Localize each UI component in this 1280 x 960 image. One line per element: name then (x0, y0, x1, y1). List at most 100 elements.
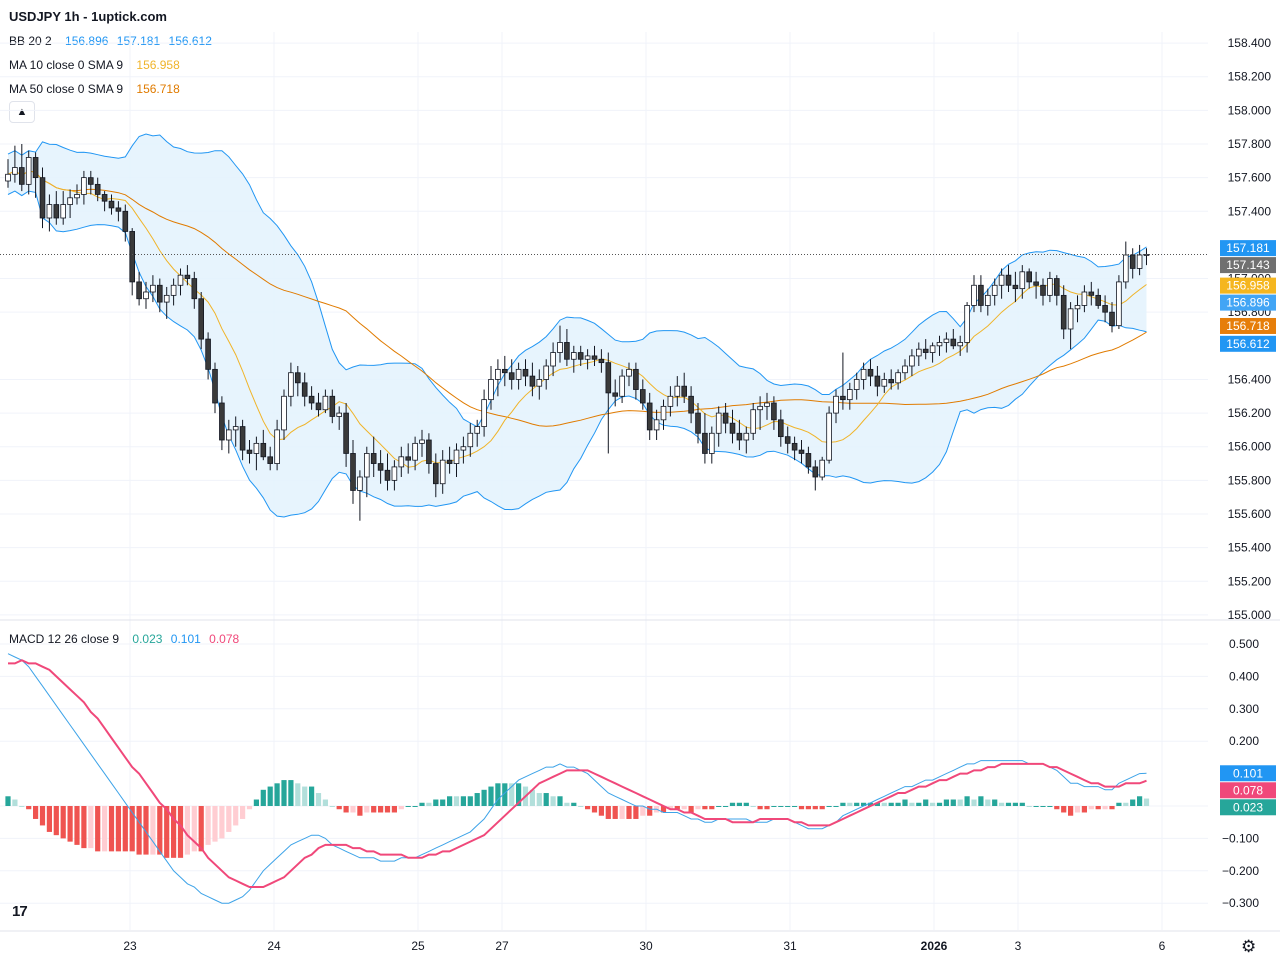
candle-body (964, 305, 970, 343)
macd-histogram-bar (564, 802, 570, 806)
candle-body (1088, 291, 1095, 296)
candle (543, 359, 549, 390)
candle (805, 446, 812, 474)
candle-body (508, 372, 515, 380)
candle-body (722, 412, 729, 424)
macd-histogram-bar (605, 806, 611, 819)
candle (219, 396, 225, 451)
macd-histogram-bar (543, 793, 549, 806)
candle-body (702, 432, 708, 454)
price-tag-label: 156.612 (1226, 337, 1270, 351)
candle-body (819, 459, 825, 478)
macd-histogram-bar (778, 806, 784, 807)
candle-body (674, 385, 681, 397)
macd-histogram-bar (771, 806, 777, 807)
candle-body (577, 352, 584, 360)
macd-legend[interactable]: MACD 12 26 close 9 0.023 0.101 0.078 (9, 632, 244, 646)
candle (1116, 275, 1122, 329)
candle-body (847, 389, 853, 401)
candle-body (736, 432, 743, 441)
macd-histogram-bar (26, 806, 32, 810)
candle-body (267, 456, 273, 464)
gear-icon[interactable]: ⚙ (1241, 937, 1257, 956)
candle (674, 376, 681, 407)
macd-histogram-bar (805, 806, 811, 810)
candle-body (1074, 305, 1081, 310)
macd-histogram-bar (364, 806, 370, 813)
candle-body (874, 375, 881, 387)
candle (1005, 265, 1012, 292)
candle (136, 271, 142, 306)
candle-body (191, 278, 198, 300)
candle (577, 345, 584, 366)
macd-tick-label: −0.300 (1222, 896, 1259, 910)
candle-body (357, 476, 363, 491)
ma50-legend[interactable]: MA 50 close 0 SMA 9 156.718 (9, 82, 185, 96)
price-tag-label: 157.143 (1226, 258, 1270, 272)
macd-histogram-bar (591, 806, 598, 813)
candle (336, 406, 342, 430)
price-tag: 156.718 (1220, 317, 1276, 334)
candle (867, 359, 874, 387)
macd-histogram-bar (509, 783, 515, 806)
candle (322, 389, 329, 414)
candle (163, 286, 170, 319)
macd-histogram-bar (992, 799, 998, 806)
candle (474, 419, 480, 447)
candle-body (329, 395, 336, 417)
candle (640, 379, 646, 410)
candle-body (501, 368, 508, 374)
price-tag-bg (1220, 277, 1276, 294)
price-tag-label: 156.958 (1226, 279, 1270, 293)
candle (481, 389, 487, 437)
candle-body (412, 442, 418, 461)
macd-histogram-bar (750, 806, 756, 807)
price-tick-label: 155.600 (1228, 507, 1272, 521)
macd-legend-name: MACD 12 26 close 9 (9, 632, 120, 646)
candle-body (881, 379, 888, 387)
candle (150, 275, 156, 303)
candle (108, 194, 115, 215)
candle (943, 332, 950, 353)
candle-body (156, 284, 163, 303)
candle-body (598, 358, 605, 364)
macd-histogram-bar (95, 806, 101, 852)
candle (177, 268, 184, 296)
candle-body (1019, 271, 1026, 290)
candle-body (67, 197, 73, 205)
candle-body (660, 405, 667, 421)
price-tag-bg (1220, 799, 1276, 816)
macd-histogram-bar (571, 802, 577, 806)
macd-histogram-bar (1061, 806, 1067, 813)
macd-histogram-bar (350, 806, 356, 813)
price-tag: 0.023 (1220, 799, 1276, 816)
candle-body (370, 453, 377, 464)
ma50-line (7, 170, 1147, 427)
candle (916, 342, 922, 366)
bb-legend[interactable]: BB 20 2 156.896 157.181 156.612 (9, 34, 217, 48)
candle-body (343, 412, 349, 454)
candle-body (584, 355, 591, 360)
collapse-legend-button[interactable]: ▲ (9, 101, 35, 123)
macd-histogram-bar (633, 806, 639, 819)
macd-histogram-bar (1074, 806, 1081, 813)
macd-histogram-bar (840, 802, 846, 806)
macd-histogram-bar (978, 796, 984, 806)
candle (308, 386, 315, 410)
macd-histogram-bar (757, 806, 763, 810)
candle (964, 302, 970, 353)
macd-histogram-bar (302, 786, 308, 806)
candle (363, 446, 370, 498)
macd-histogram-bar (246, 806, 253, 810)
candle (74, 184, 80, 205)
tradingview-logo[interactable]: 17 (12, 903, 28, 920)
candle (991, 278, 998, 306)
candle (791, 436, 798, 461)
macd-histogram-bar (999, 802, 1005, 806)
ma10-legend[interactable]: MA 10 close 0 SMA 9 156.958 (9, 58, 185, 72)
candle (281, 389, 287, 440)
candle-body (219, 402, 225, 441)
candle-body (1033, 281, 1039, 286)
candle-body (991, 284, 998, 296)
